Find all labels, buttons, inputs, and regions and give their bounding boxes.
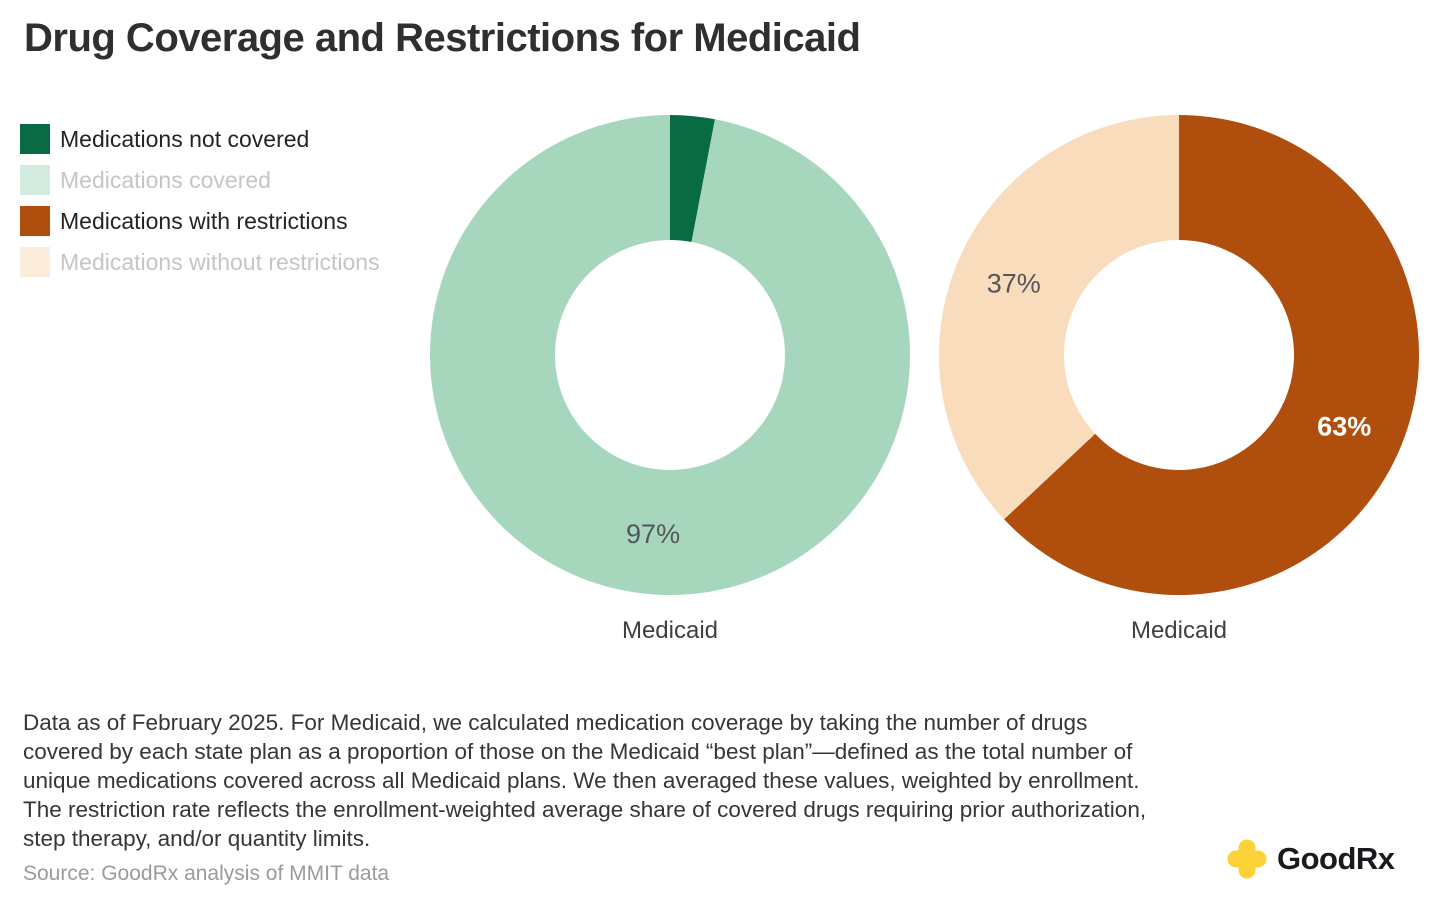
chart-category-label: Medicaid — [1130, 617, 1228, 644]
goodrx-logo: GoodRx — [1226, 838, 1395, 880]
legend-item-covered: Medications covered — [20, 165, 380, 195]
donut-slice-medications-covered — [430, 115, 910, 595]
coverage-donut-chart: 97% Medicaid — [430, 115, 910, 645]
legend-swatch-without-restrictions — [20, 247, 50, 277]
slice-value-label: 63% — [1317, 411, 1371, 441]
legend-item-label: Medications covered — [60, 166, 271, 193]
restrictions-donut-chart: 63% 37% Medicaid — [939, 115, 1419, 645]
restrictions-donut-svg: 63% 37% — [939, 115, 1419, 595]
page-title: Drug Coverage and Restrictions for Medic… — [24, 16, 861, 60]
donut-slice-medications-not-covered — [670, 115, 715, 243]
legend-item-label: Medications not covered — [60, 125, 310, 152]
goodrx-plus-icon — [1227, 839, 1267, 879]
legend-item-not-covered: Medications not covered — [20, 124, 380, 154]
legend-swatch-not-covered — [20, 124, 50, 154]
goodrx-logo-text: GoodRx — [1277, 841, 1395, 876]
donut-slice-medications-without-restrictions — [939, 115, 1179, 520]
slice-value-label: 37% — [987, 269, 1041, 299]
donut-slice-medications-with-restrictions — [1004, 115, 1419, 595]
legend: Medications not covered Medications cove… — [20, 124, 380, 288]
legend-swatch-covered — [20, 165, 50, 195]
legend-item-label: Medications with restrictions — [60, 207, 348, 234]
coverage-donut-svg: 97% — [430, 115, 910, 595]
legend-item-label: Medications without restrictions — [60, 248, 380, 275]
chart-category-label: Medicaid — [621, 617, 719, 644]
source-text: Source: GoodRx analysis of MMIT data — [23, 862, 390, 885]
slice-value-label: 97% — [626, 519, 680, 549]
footnote-text: Data as of February 2025. For Medicaid, … — [23, 710, 1147, 851]
legend-item-with-restrictions: Medications with restrictions — [20, 206, 380, 236]
legend-item-without-restrictions: Medications without restrictions — [20, 247, 380, 277]
legend-swatch-with-restrictions — [20, 206, 50, 236]
